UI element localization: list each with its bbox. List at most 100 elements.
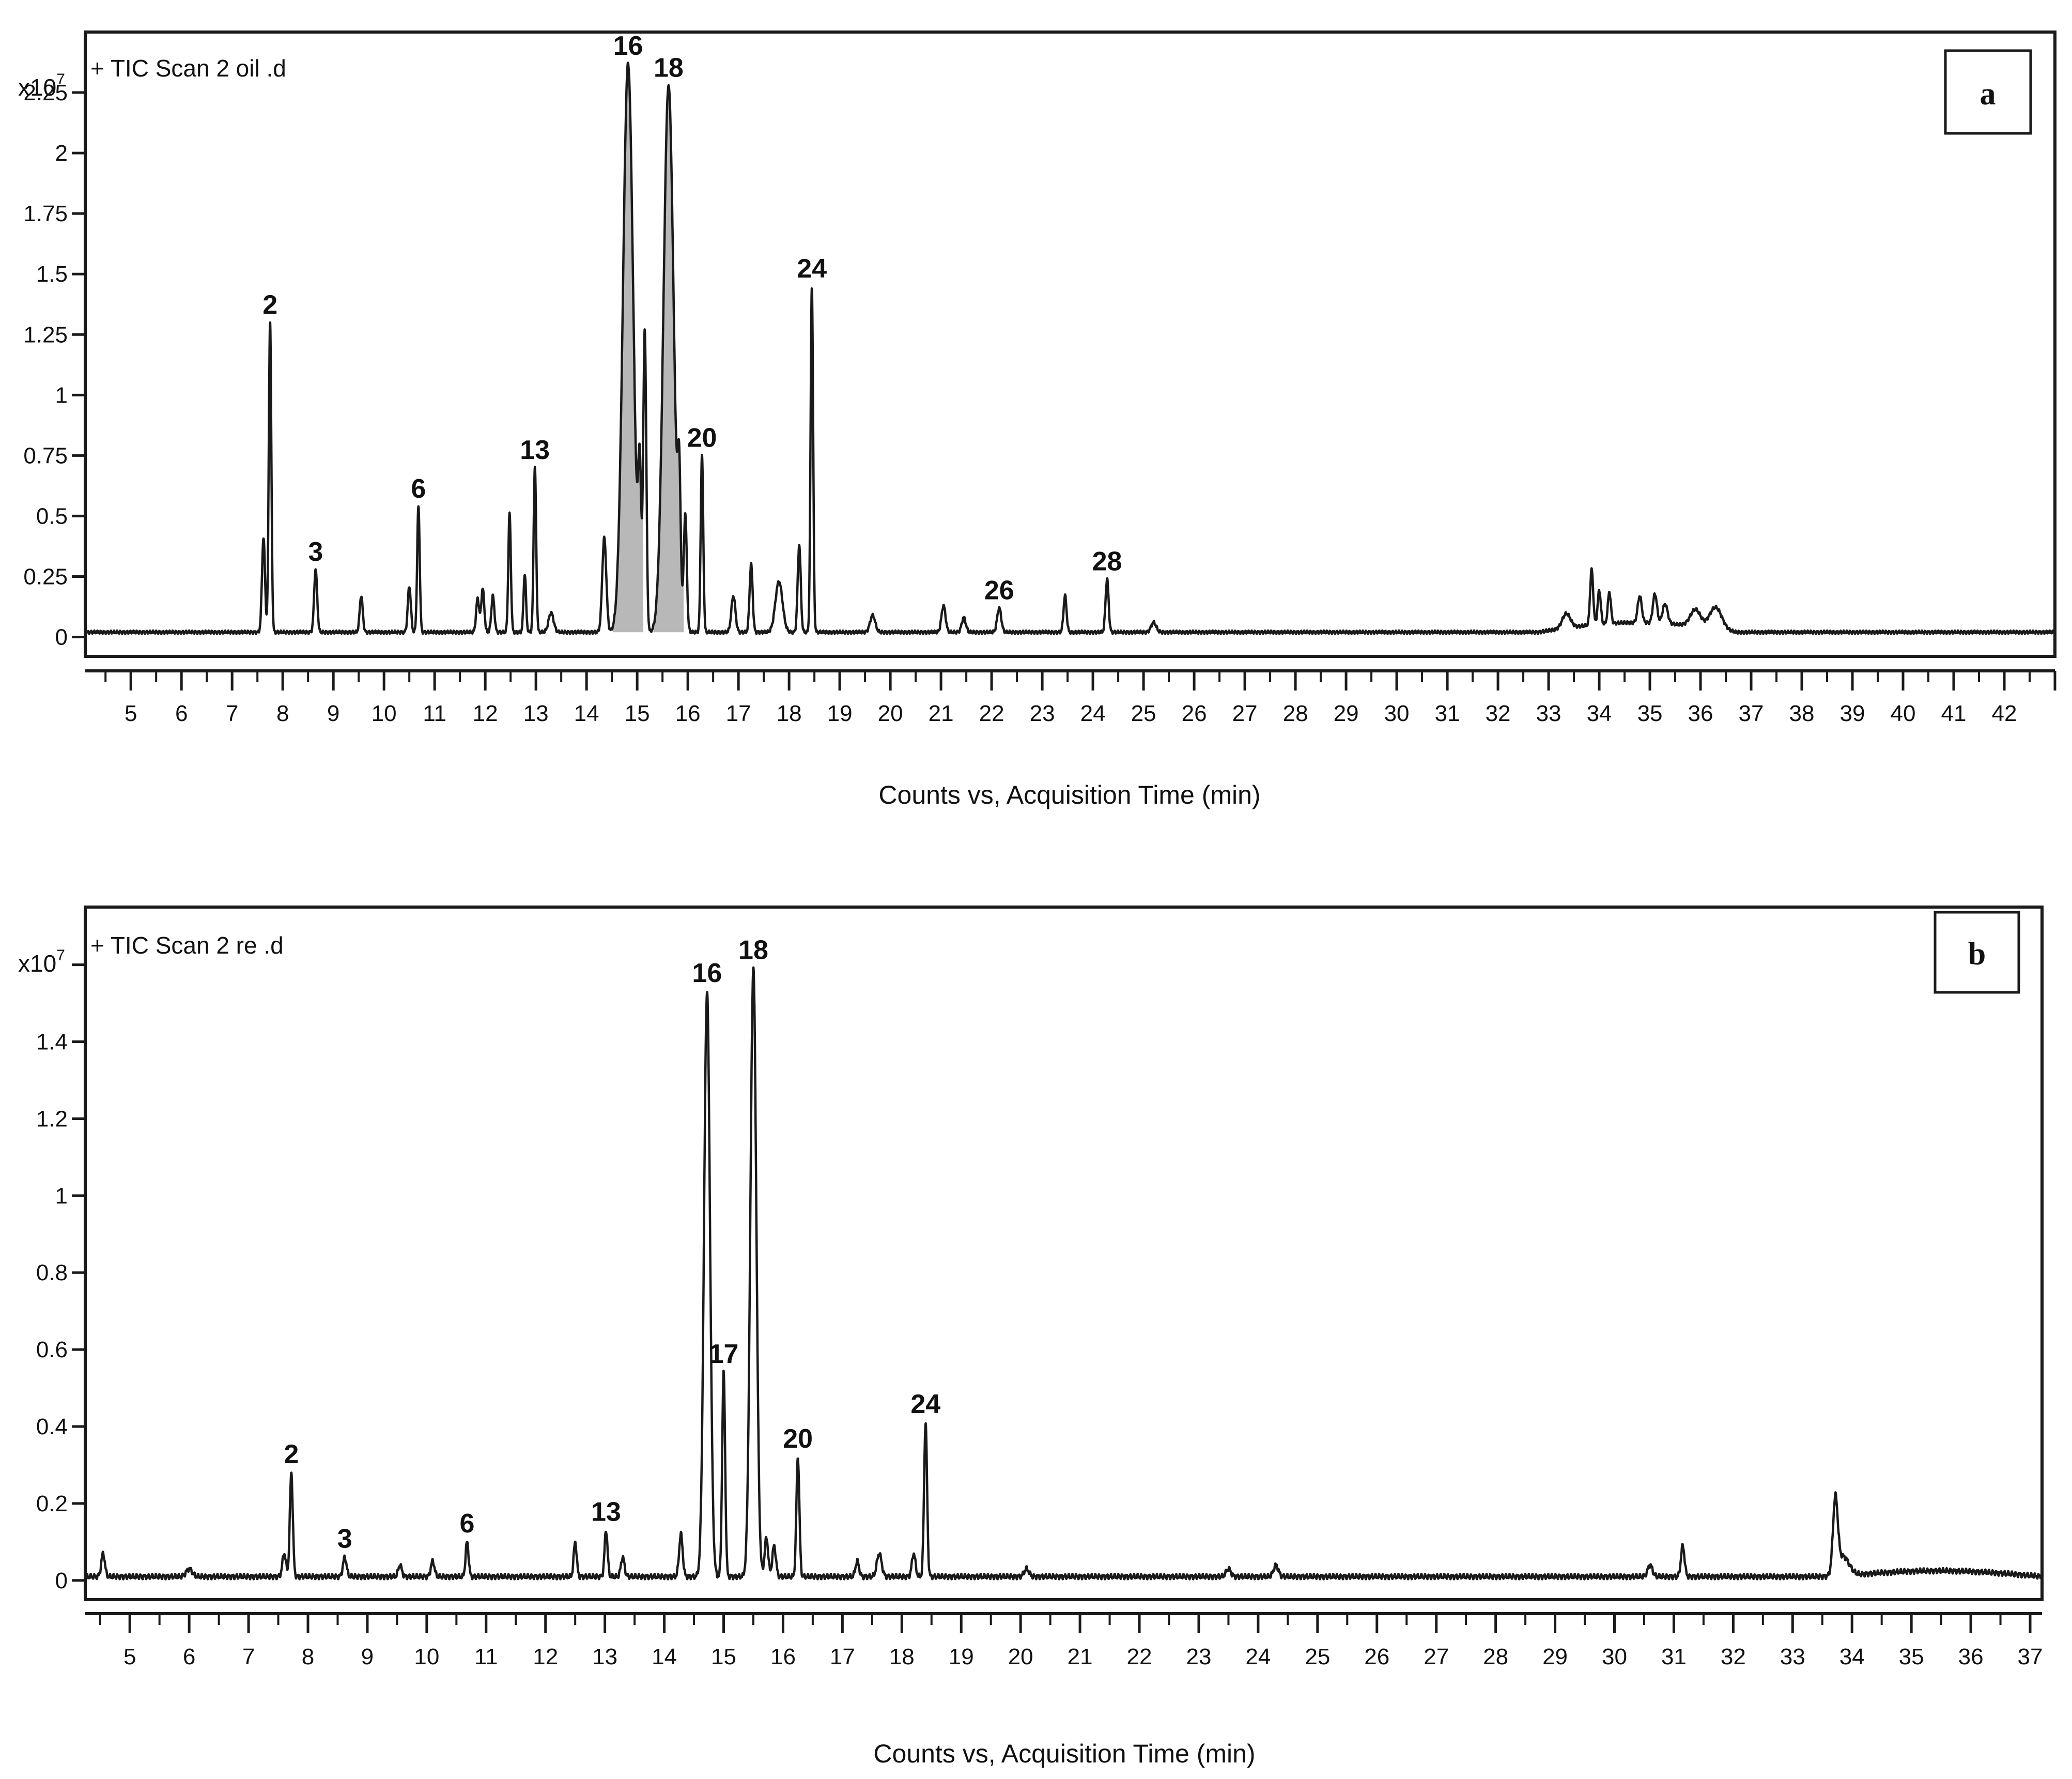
peak-labels: 2 3 6 13 16 18 20 24 26 28 [262,31,1122,605]
x-tick-label: 16 [675,701,701,726]
panel-b: + TIC Scan 2 re .d x107 b 0 0.2 0.4 0.6 0.8 1… [18,906,2044,1768]
x-tick-label: 33 [1780,1644,1805,1669]
x-tick-label: 23 [1186,1644,1211,1669]
y-axis: 0 0.25 0.5 0.75 1 1.25 1.5 1.75 2 2.25 [23,80,85,650]
y-tick-label: 0.2 [36,1491,68,1516]
plot-frame [84,30,2056,658]
x-tick-label: 5 [123,1644,136,1669]
x-tick-label: 27 [1232,701,1258,726]
x-tick-label: 28 [1483,1644,1508,1669]
x-tick-label: 17 [830,1644,855,1669]
x-tick-label: 10 [372,701,397,726]
y-tick-label: 1.2 [36,1106,68,1131]
x-tick-label: 17 [726,701,751,726]
x-tick-label: 39 [1840,701,1865,726]
x-tick-label: 6 [175,701,188,726]
x-tick-label: 26 [1364,1644,1389,1669]
y-tick-label: 0 [55,625,68,650]
x-tick-label: 19 [827,701,853,726]
x-tick-label: 8 [302,1644,314,1669]
x-tick-label: 33 [1536,701,1561,726]
peak-label: 13 [591,1497,621,1527]
x-axis-title: Counts vs, Acquisition Time (min) [878,780,1260,809]
peak-label: 18 [738,935,768,965]
peak-label: 20 [783,1424,813,1454]
x-tick-label: 6 [183,1644,195,1669]
x-tick-label: 21 [929,701,954,726]
x-tick-label: 37 [1739,701,1764,726]
x-tick-label: 22 [979,701,1004,726]
x-tick-label: 14 [652,1644,677,1669]
tic-trace-line [85,966,2042,1581]
x-tick-label: 21 [1068,1644,1093,1669]
y-tick-label: 0.6 [36,1337,68,1362]
x-tick-label: 36 [1688,701,1713,726]
peak-label: 24 [910,1389,940,1419]
x-tick-label: 26 [1182,701,1207,726]
x-tick-label: 24 [1080,701,1106,726]
y-tick-label: 2.25 [23,80,68,105]
panel-tag: a [1980,76,1996,112]
x-tick-label: 27 [1424,1644,1449,1669]
x-tick-label: 22 [1127,1644,1152,1669]
x-tick-label: 13 [523,701,549,726]
peak-label: 26 [984,576,1014,606]
y-tick-label: 0.5 [36,503,68,529]
x-tick-label: 37 [2018,1644,2043,1669]
x-tick-label: 32 [1486,701,1511,726]
peak-label: 24 [797,254,827,284]
y-tick-label: 0.25 [23,564,68,589]
x-tick-label: 36 [1958,1644,1984,1669]
x-tick-label: 18 [777,701,802,726]
trace-header: + TIC Scan 2 re .d [90,932,284,959]
peak-label: 20 [687,423,717,453]
peak-label: 13 [520,435,550,465]
x-tick-label: 10 [414,1644,439,1669]
x-tick-label: 9 [361,1644,374,1669]
y-tick-label: 1.25 [23,322,68,347]
x-tick-label: 28 [1283,701,1308,726]
x-tick-label: 34 [1839,1644,1865,1669]
y-tick-label: 2 [55,141,68,166]
x-tick-label: 29 [1334,701,1359,726]
x-tick-label: 40 [1891,701,1916,726]
x-tick-label: 32 [1721,1644,1746,1669]
y-multiplier: x107 [18,71,65,101]
plot-frame [84,906,2044,1601]
peak-label: 6 [411,474,426,504]
peak-label: 28 [1092,547,1122,577]
y-axis: 0 0.2 0.4 0.6 0.8 1 1.2 1.4 [36,963,85,1593]
x-tick-label: 34 [1587,701,1612,726]
x-tick-label: 29 [1542,1644,1568,1669]
x-tick-label: 30 [1602,1644,1627,1669]
x-axis: 5 6 7 8 9 10 11 12 13 14 15 16 17 18 19 20 21 22 23 24 25 26 2… [104,671,2056,726]
x-tick-label: 38 [1789,701,1815,726]
x-tick-label: 25 [1131,701,1156,726]
y-tick-label: 1.4 [36,1030,68,1055]
x-tick-label: 11 [423,701,446,726]
x-tick-label: 19 [949,1644,974,1669]
y-tick-label: 0.8 [36,1260,68,1285]
peak-label: 6 [460,1509,475,1539]
x-tick-label: 20 [878,701,903,726]
tic-trace [85,966,2042,1581]
x-tick-label: 23 [1030,701,1055,726]
peak-label: 16 [613,31,643,61]
peak-label: 3 [308,537,323,567]
y-tick-label: 1 [55,1183,68,1208]
panel-tag: b [1968,937,1986,972]
x-tick-label: 5 [125,701,137,726]
x-tick-label: 18 [889,1644,915,1669]
x-tick-label: 12 [473,701,498,726]
y-tick-label: 1.5 [36,262,68,287]
peak-label: 18 [654,53,684,83]
y-multiplier: x107 [18,947,65,977]
x-tick-label: 7 [242,1644,255,1669]
y-tick-label: 1 [55,382,68,408]
x-tick-label: 31 [1661,1644,1687,1669]
x-tick-label: 9 [327,701,339,726]
tic-trace [85,62,2055,635]
peak-labels: 2 3 6 13 16 17 18 20 24 [284,935,940,1554]
